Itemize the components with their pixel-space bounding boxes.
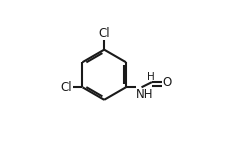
Text: H: H <box>147 72 155 82</box>
Text: Cl: Cl <box>98 27 109 40</box>
Text: NH: NH <box>135 88 153 101</box>
Text: Cl: Cl <box>60 81 72 94</box>
Text: O: O <box>161 76 170 89</box>
